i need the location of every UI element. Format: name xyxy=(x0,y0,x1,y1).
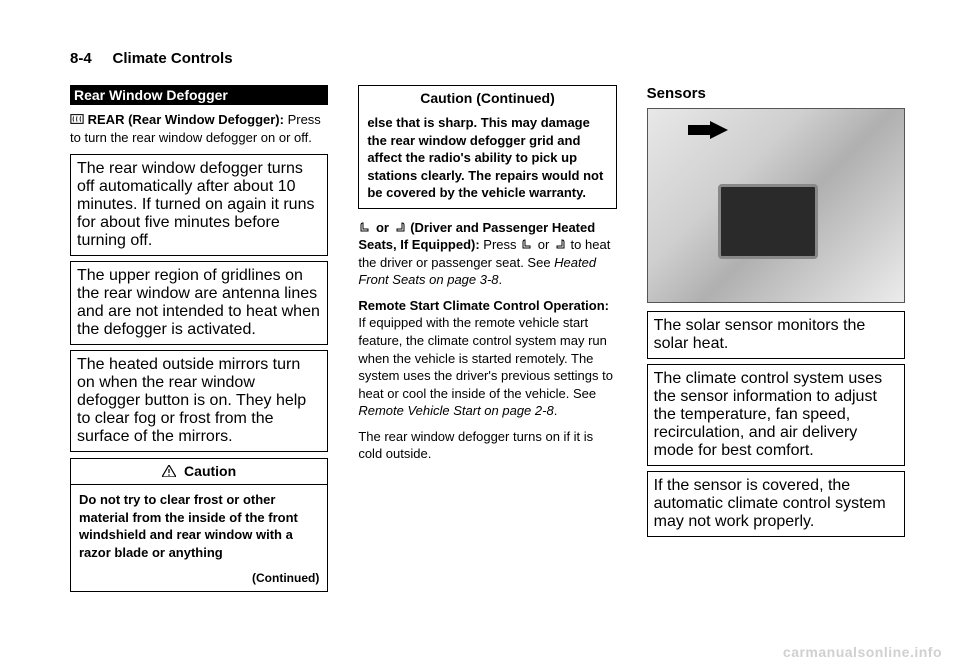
warning-triangle-icon xyxy=(162,464,176,480)
sensor-note-2-text: The climate control system uses the sens… xyxy=(654,370,883,459)
heated-rest1: Press xyxy=(480,237,520,252)
caution-box: Caution Do not try to clear frost or oth… xyxy=(70,458,328,592)
column-2: Caution (Continued) else that is sharp. … xyxy=(358,85,616,592)
defogger-lead-bold: REAR (Rear Window Defogger): xyxy=(88,112,284,127)
defogger-note-3-text: The heated outside mirrors turn on when … xyxy=(77,356,306,445)
column-1: Rear Window Defogger REAR (Rear Window D… xyxy=(70,85,328,592)
sensor-note-1-text: The solar sensor monitors the solar heat… xyxy=(654,317,866,352)
watermark: carmanualsonline.info xyxy=(783,644,942,660)
period-2: . xyxy=(554,403,558,418)
caution-header: Caution xyxy=(71,459,327,485)
heated-seats-para: or (Driver and Passenger Heated Seats, I… xyxy=(358,219,616,289)
caution-body: Do not try to clear frost or other mater… xyxy=(71,485,327,567)
defogger-note-2: The upper region of gridlines on the rea… xyxy=(70,261,328,345)
section-title-sensors: Sensors xyxy=(647,85,905,102)
remote-link: Remote Vehicle Start on page 2-8 xyxy=(358,403,553,418)
caution-continued-header: Caution (Continued) xyxy=(359,86,615,114)
section-title-defogger: Rear Window Defogger xyxy=(70,85,328,105)
period-1: . xyxy=(499,272,503,287)
defogger-note-3: The heated outside mirrors turn on when … xyxy=(70,350,328,452)
caution-continued-body: else that is sharp. This may damage the … xyxy=(359,114,615,208)
sensor-image xyxy=(647,108,905,303)
remote-bold: Remote Start Climate Control Operation: xyxy=(358,298,609,313)
rear-defog-icon xyxy=(70,113,84,125)
seat-right-icon xyxy=(393,221,407,233)
defogger-cold-para: The rear window defogger turns on if it … xyxy=(358,428,616,463)
defogger-note-1: The rear window defogger turns off autom… xyxy=(70,154,328,256)
content-columns: Rear Window Defogger REAR (Rear Window D… xyxy=(70,85,905,592)
sensor-note-3: If the sensor is covered, the automatic … xyxy=(647,471,905,537)
column-3: Sensors The solar sensor monitors the so… xyxy=(647,85,905,592)
sensor-arrow-icon xyxy=(688,121,728,139)
seat-right-icon-2 xyxy=(553,238,567,250)
sensor-note-1: The solar sensor monitors the solar heat… xyxy=(647,311,905,359)
remote-rest: If equipped with the remote vehicle star… xyxy=(358,315,613,400)
seat-left-icon xyxy=(358,221,372,233)
page-header: 8-4 Climate Controls xyxy=(70,50,905,67)
or-label-1: or xyxy=(376,220,393,235)
caution-label: Caution xyxy=(184,463,236,479)
sensor-note-2: The climate control system uses the sens… xyxy=(647,364,905,466)
remote-start-para: Remote Start Climate Control Operation: … xyxy=(358,297,616,420)
dashboard-screen-graphic xyxy=(718,184,818,259)
chapter-title: Climate Controls xyxy=(113,50,233,67)
manual-page: 8-4 Climate Controls Rear Window Defogge… xyxy=(0,0,960,672)
defogger-lead: REAR (Rear Window Defogger): Press to tu… xyxy=(70,111,328,146)
caution-box-continued: Caution (Continued) else that is sharp. … xyxy=(358,85,616,209)
defogger-note-2-text: The upper region of gridlines on the rea… xyxy=(77,267,320,338)
page-number: 8-4 xyxy=(70,50,92,67)
defogger-note-1-text: The rear window defogger turns off autom… xyxy=(77,160,314,249)
sensor-note-3-text: If the sensor is covered, the automatic … xyxy=(654,477,886,530)
caution-continued: (Continued) xyxy=(71,567,327,591)
seat-left-icon-2 xyxy=(520,238,534,250)
heated-rest2: or xyxy=(534,237,553,252)
